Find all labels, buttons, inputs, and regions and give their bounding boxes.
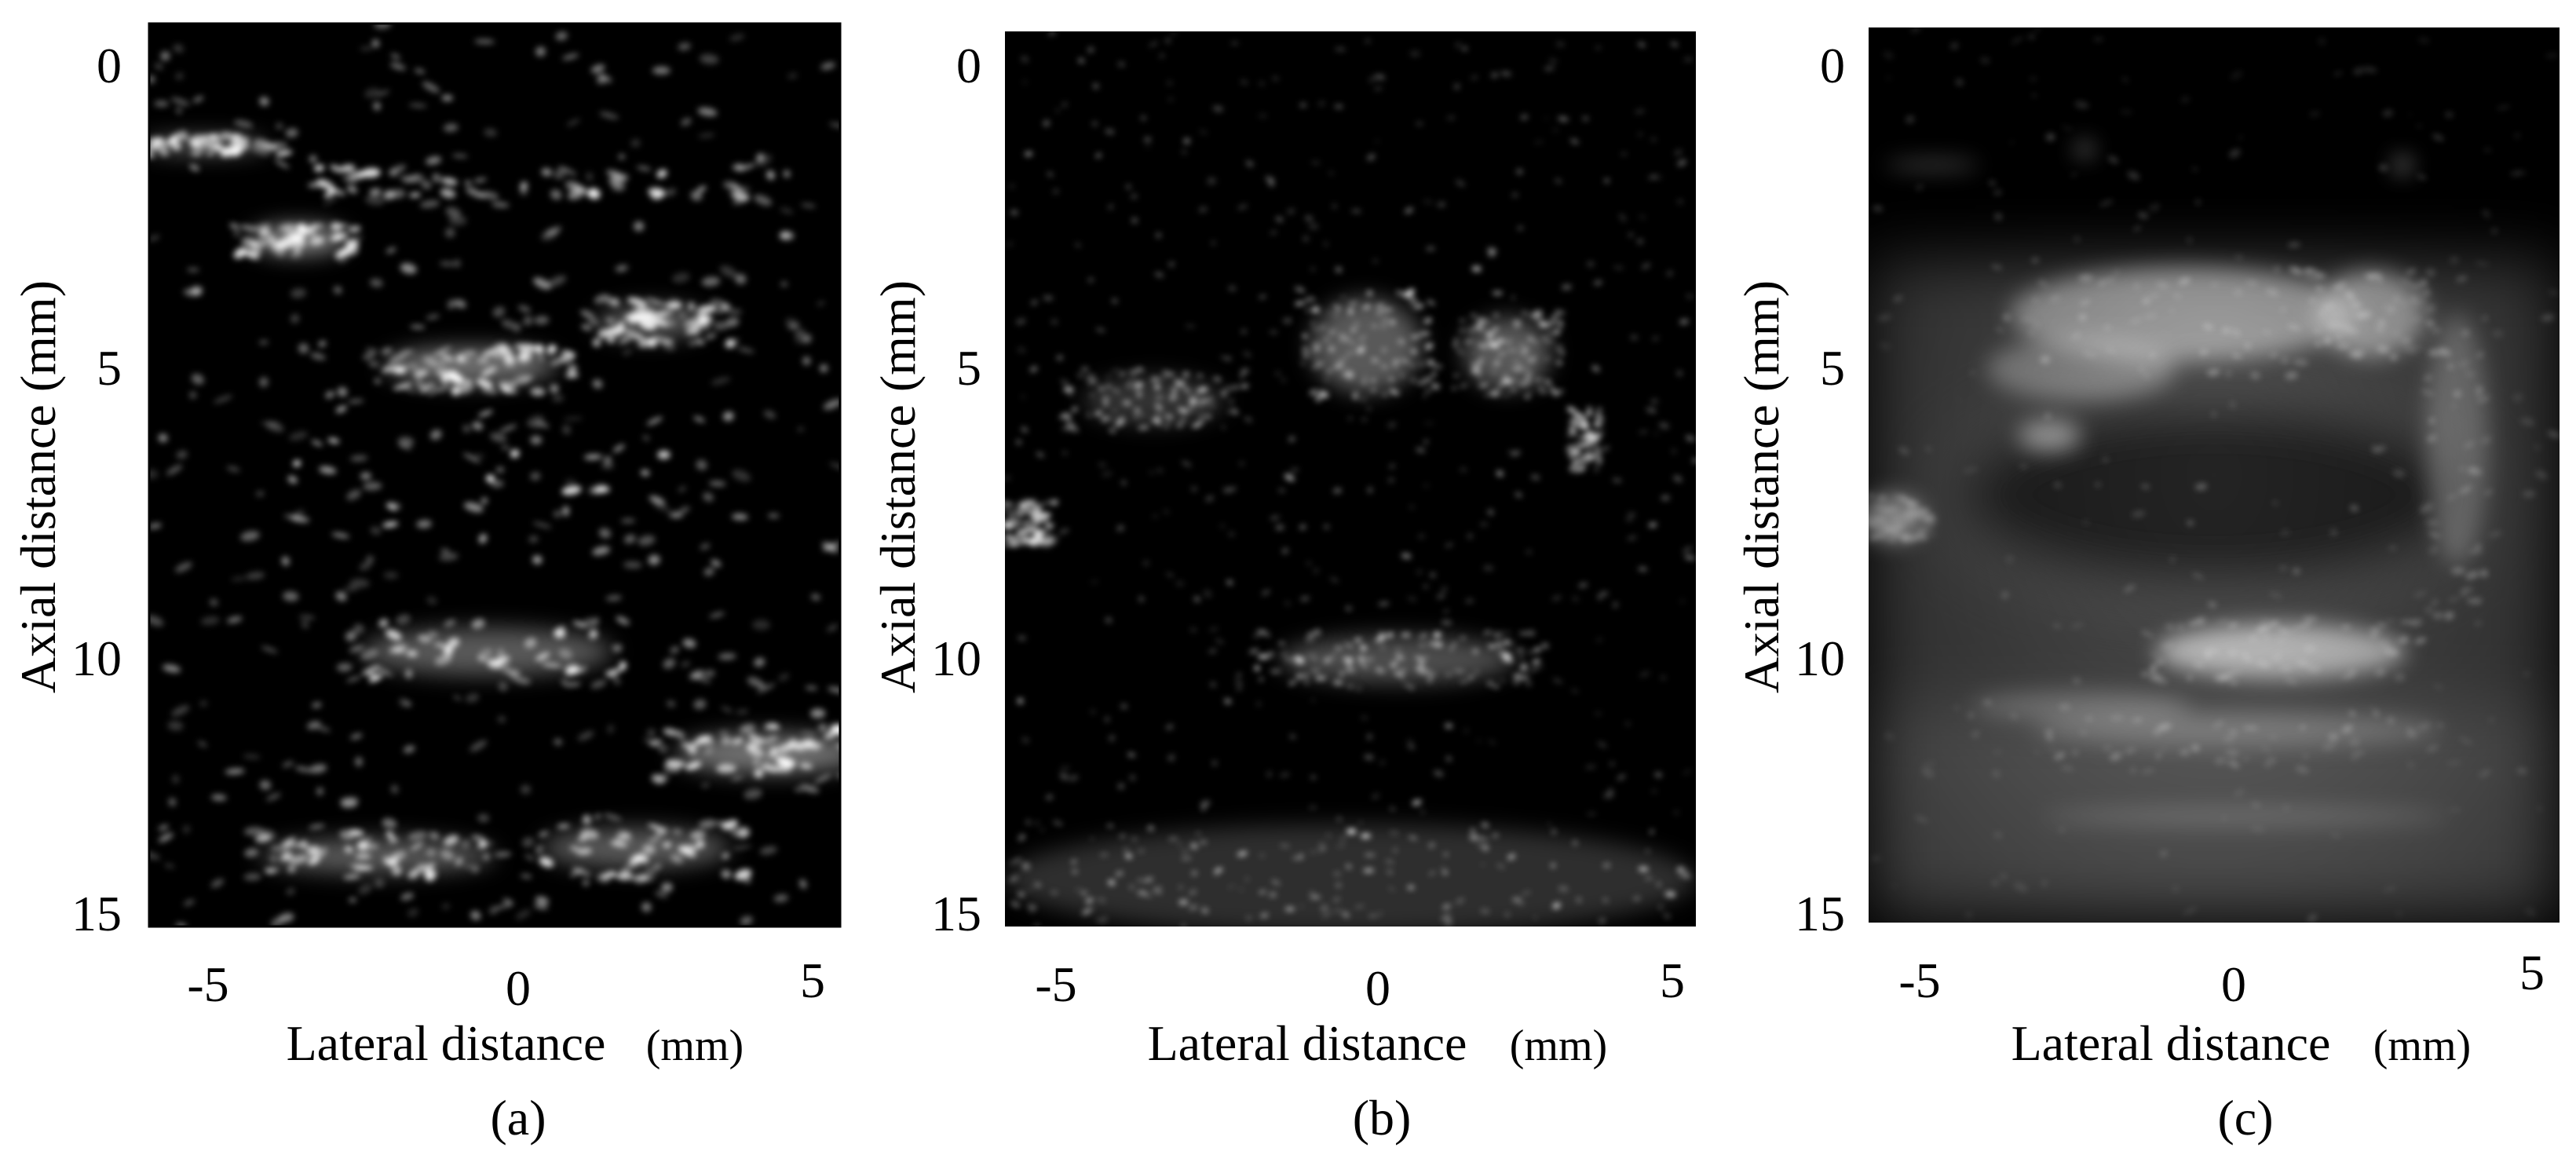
caption-c: (c) bbox=[2217, 1090, 2273, 1146]
y-tick-a-15: 15 bbox=[71, 886, 122, 941]
ultrasound-image-b bbox=[1005, 31, 1696, 927]
compound-c bbox=[1869, 27, 2560, 923]
x-tick-a-0: 0 bbox=[506, 960, 531, 1016]
x-tick-c-neg5: -5 bbox=[1898, 952, 1940, 1008]
x-axis-label-b: Lateral distance bbox=[1148, 1015, 1467, 1071]
y-tick-b-5: 5 bbox=[956, 340, 981, 396]
y-tick-a-10: 10 bbox=[71, 630, 122, 686]
x-tick-c-0: 0 bbox=[2221, 956, 2246, 1012]
x-tick-a-neg5: -5 bbox=[187, 956, 228, 1012]
y-tick-c-10: 10 bbox=[1795, 630, 1845, 686]
y-tick-c-5: 5 bbox=[1820, 340, 1845, 396]
panel-b bbox=[1005, 31, 1696, 927]
x-axis-label-a: Lateral distance bbox=[287, 1015, 606, 1071]
caption-b: (b) bbox=[1353, 1090, 1412, 1146]
x-tick-b-0: 0 bbox=[1365, 960, 1390, 1016]
panel-c bbox=[1869, 27, 2560, 923]
y-tick-c-0: 0 bbox=[1820, 38, 1845, 93]
x-axis-unit-c: (mm) bbox=[2373, 1022, 2471, 1070]
y-tick-a-0: 0 bbox=[97, 38, 122, 93]
caption-a: (a) bbox=[490, 1090, 546, 1146]
speckle-a bbox=[149, 24, 840, 927]
ultrasound-image-a bbox=[149, 24, 840, 927]
x-tick-a-5: 5 bbox=[800, 952, 825, 1008]
x-tick-c-5: 5 bbox=[2519, 945, 2545, 1000]
y-axis-label-c: Axial distance (mm) bbox=[1734, 280, 1789, 693]
x-axis-unit-b: (mm) bbox=[1510, 1022, 1607, 1070]
x-tick-b-neg5: -5 bbox=[1035, 956, 1076, 1012]
x-axis-label-c: Lateral distance bbox=[2011, 1015, 2331, 1071]
y-tick-a-5: 5 bbox=[97, 340, 122, 396]
y-tick-b-0: 0 bbox=[956, 38, 981, 93]
y-axis-label-a: Axial distance (mm) bbox=[10, 280, 66, 693]
speckle-b bbox=[1005, 31, 1696, 927]
y-axis-label-b: Axial distance (mm) bbox=[870, 280, 926, 693]
y-tick-c-15: 15 bbox=[1795, 886, 1845, 941]
panel-a bbox=[148, 22, 842, 928]
y-tick-b-10: 10 bbox=[931, 630, 981, 686]
x-tick-b-5: 5 bbox=[1660, 952, 1685, 1008]
y-tick-b-15: 15 bbox=[931, 886, 981, 941]
x-axis-unit-a: (mm) bbox=[646, 1022, 744, 1070]
